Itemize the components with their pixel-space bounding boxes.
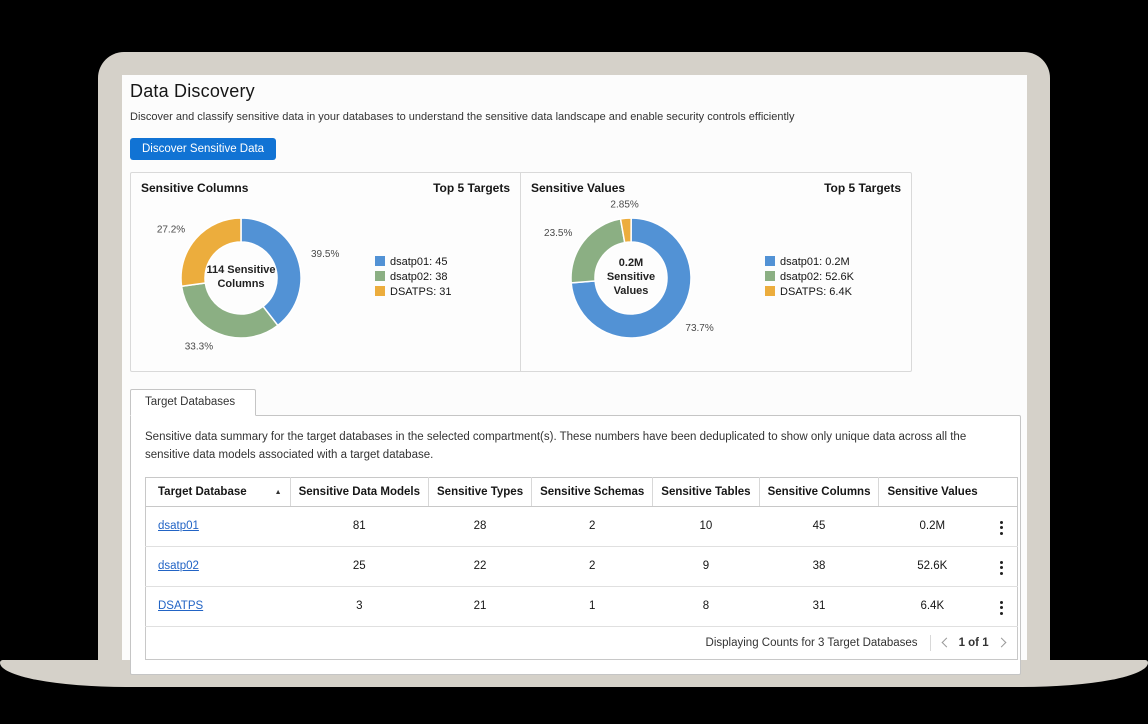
- chart-legend: dsatp01: 0.2M dsatp02: 52.6K DSATPS: 6.4K: [765, 253, 854, 301]
- donut-slice-DSATPS: [180, 217, 242, 288]
- table-summary-text: Displaying Counts for 3 Target Databases: [705, 636, 918, 649]
- legend-color-swatch: [375, 286, 385, 296]
- slice-percent-label: 2.85%: [610, 199, 638, 210]
- cell-tables: 8: [652, 585, 760, 627]
- column-header-sensitive-tables[interactable]: Sensitive Tables: [652, 477, 760, 507]
- page-indicator: 1 of 1: [958, 636, 989, 649]
- row-actions-menu-icon[interactable]: [994, 598, 1009, 618]
- next-page-icon[interactable]: [996, 637, 1007, 648]
- top-targets-charts: Sensitive Columns Top 5 Targets 39.5% 33.…: [130, 172, 912, 372]
- slice-percent-label: 33.3%: [185, 342, 213, 353]
- column-header-sensitive-data-models[interactable]: Sensitive Data Models: [290, 477, 430, 507]
- column-header-sensitive-schemas[interactable]: Sensitive Schemas: [531, 477, 654, 507]
- cell-models: 25: [290, 545, 429, 587]
- chart-corner-label: Top 5 Targets: [824, 181, 901, 195]
- sensitive-values-donut-chart: 73.7% 23.5% 2.85% 0.2M Sensitive Values: [531, 195, 751, 359]
- legend-color-swatch: [375, 271, 385, 281]
- table-row: DSATPS 3 21 1 8 31 6.4K: [145, 585, 1018, 627]
- legend-color-swatch: [765, 256, 775, 266]
- chart-legend: dsatp01: 45 dsatp02: 38 DSATPS: 31: [375, 253, 452, 301]
- app-window: Data Discovery Discover and classify sen…: [122, 75, 1027, 675]
- cell-schemas: 1: [531, 585, 653, 627]
- tab-target-databases[interactable]: Target Databases: [130, 389, 256, 416]
- cell-columns: 38: [759, 545, 879, 587]
- cell-values: 6.4K: [878, 585, 986, 627]
- legend-item-dsatp01: dsatp01: 45: [375, 256, 452, 268]
- cell-schemas: 2: [531, 545, 653, 587]
- slice-percent-label: 73.7%: [685, 323, 713, 334]
- legend-item-DSATPS: DSATPS: 6.4K: [765, 286, 854, 298]
- cell-tables: 9: [652, 545, 760, 587]
- cell-tables: 10: [652, 505, 760, 547]
- sort-ascending-icon: ▲: [274, 488, 282, 496]
- column-header-actions: [985, 477, 1018, 507]
- column-header-target-database[interactable]: Target Database ▲: [145, 477, 291, 507]
- target-databases-table: Target Database ▲ Sensitive Data Models S…: [145, 476, 1018, 660]
- previous-page-icon[interactable]: [941, 637, 952, 648]
- slice-percent-label: 27.2%: [157, 224, 185, 235]
- cell-values: 52.6K: [878, 545, 986, 587]
- sensitive-columns-chart-panel: Sensitive Columns Top 5 Targets 39.5% 33.…: [131, 173, 521, 371]
- page-title: Data Discovery: [130, 81, 255, 101]
- legend-item-dsatp01: dsatp01: 0.2M: [765, 256, 854, 268]
- target-database-link[interactable]: DSATPS: [158, 600, 204, 613]
- cell-types: 21: [428, 585, 532, 627]
- cell-columns: 31: [759, 585, 879, 627]
- cell-values: 0.2M: [878, 505, 986, 547]
- slice-percent-label: 39.5%: [311, 249, 339, 260]
- cell-models: 3: [290, 585, 429, 627]
- donut-slice-dsatp01: [240, 217, 302, 327]
- cell-columns: 45: [759, 505, 879, 547]
- panel-description: Sensitive data summary for the target da…: [145, 431, 967, 461]
- sensitive-values-chart-panel: Sensitive Values Top 5 Targets 73.7% 23.5…: [521, 173, 911, 371]
- table-row: dsatp02 25 22 2 9 38 52.6K: [145, 545, 1018, 587]
- legend-color-swatch: [765, 286, 775, 296]
- pagination: 1 of 1: [929, 634, 1007, 651]
- slice-percent-label: 23.5%: [544, 228, 572, 239]
- column-header-sensitive-columns[interactable]: Sensitive Columns: [759, 477, 880, 507]
- legend-color-swatch: [375, 256, 385, 266]
- data-discovery-page: Data Discovery Discover and classify sen…: [122, 75, 1027, 675]
- sensitive-columns-donut-chart: 39.5% 33.3% 27.2% 114 Sensitive Columns: [141, 195, 361, 359]
- target-database-link[interactable]: dsatp01: [158, 520, 199, 533]
- page-subtitle: Discover and classify sensitive data in …: [130, 111, 795, 123]
- cell-types: 22: [428, 545, 532, 587]
- discover-sensitive-data-button[interactable]: Discover Sensitive Data: [130, 138, 277, 160]
- legend-item-dsatp02: dsatp02: 52.6K: [765, 271, 854, 283]
- donut-slice-dsatp01: [570, 217, 692, 339]
- row-actions-menu-icon[interactable]: [994, 558, 1009, 578]
- donut-slice-DSATPS: [619, 217, 632, 244]
- chart-corner-label: Top 5 Targets: [433, 181, 510, 195]
- device-screen-bezel: Data Discovery Discover and classify sen…: [98, 52, 1050, 675]
- cell-types: 28: [428, 505, 532, 547]
- legend-item-dsatp02: dsatp02: 38: [375, 271, 452, 283]
- row-actions-menu-icon[interactable]: [994, 518, 1009, 538]
- table-header-row: Target Database ▲ Sensitive Data Models S…: [145, 477, 1018, 507]
- cell-models: 81: [290, 505, 429, 547]
- target-database-link[interactable]: dsatp02: [158, 560, 199, 573]
- donut-slice-dsatp02: [180, 282, 279, 339]
- chart-title: Sensitive Values: [531, 181, 626, 195]
- legend-color-swatch: [765, 271, 775, 281]
- chart-title: Sensitive Columns: [141, 181, 249, 195]
- donut-slice-dsatp02: [570, 218, 626, 284]
- table-row: dsatp01 81 28 2 10 45 0.2M: [145, 505, 1018, 547]
- column-header-sensitive-types[interactable]: Sensitive Types: [428, 477, 533, 507]
- cell-schemas: 2: [531, 505, 653, 547]
- table-footer-row: Displaying Counts for 3 Target Databases…: [145, 625, 1018, 660]
- column-header-sensitive-values[interactable]: Sensitive Values: [878, 477, 986, 507]
- target-databases-panel: Sensitive data summary for the target da…: [130, 415, 1021, 675]
- legend-item-DSATPS: DSATPS: 31: [375, 286, 452, 298]
